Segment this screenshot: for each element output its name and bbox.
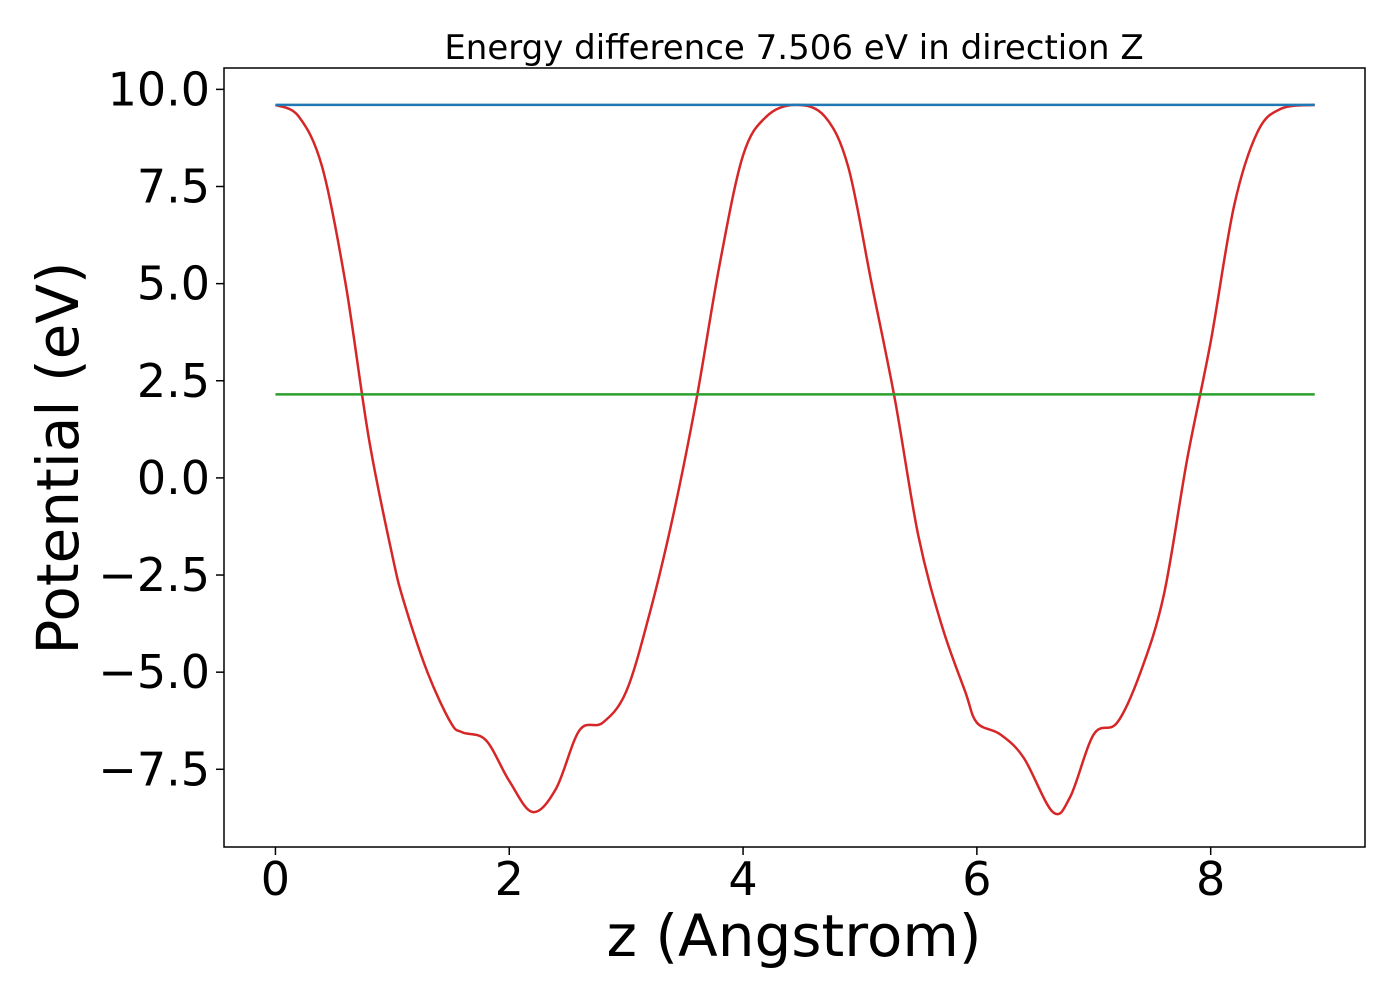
y-tick-label: 10.0 xyxy=(108,62,210,116)
x-tick-label: 4 xyxy=(728,852,757,906)
y-axis-label: Potential (eV) xyxy=(24,261,92,654)
x-tick-label: 6 xyxy=(962,852,991,906)
y-tick-label: 0.0 xyxy=(137,451,210,505)
y-tick-label: −2.5 xyxy=(98,548,210,602)
x-tick-label: 8 xyxy=(1196,852,1225,906)
x-axis-label: z (Angstrom) xyxy=(607,902,982,970)
x-tick-label: 0 xyxy=(261,852,290,906)
chart-title: Energy difference 7.506 eV in direction … xyxy=(444,28,1143,68)
y-axis: −7.5 −5.0 −2.5 0.0 2.5 5.0 7.5 10.0 xyxy=(98,62,224,796)
potential-curve xyxy=(274,103,1315,816)
plot-area xyxy=(274,103,1315,816)
axes-frame xyxy=(223,67,1366,848)
y-tick-label: −7.5 xyxy=(98,742,210,796)
y-tick-label: 2.5 xyxy=(137,354,210,408)
y-tick-label: 7.5 xyxy=(137,160,210,214)
y-tick-label: 5.0 xyxy=(137,257,210,311)
x-tick-label: 2 xyxy=(495,852,524,906)
x-axis: 0 2 4 6 8 xyxy=(261,847,1225,906)
y-tick-label: −5.0 xyxy=(98,645,210,699)
